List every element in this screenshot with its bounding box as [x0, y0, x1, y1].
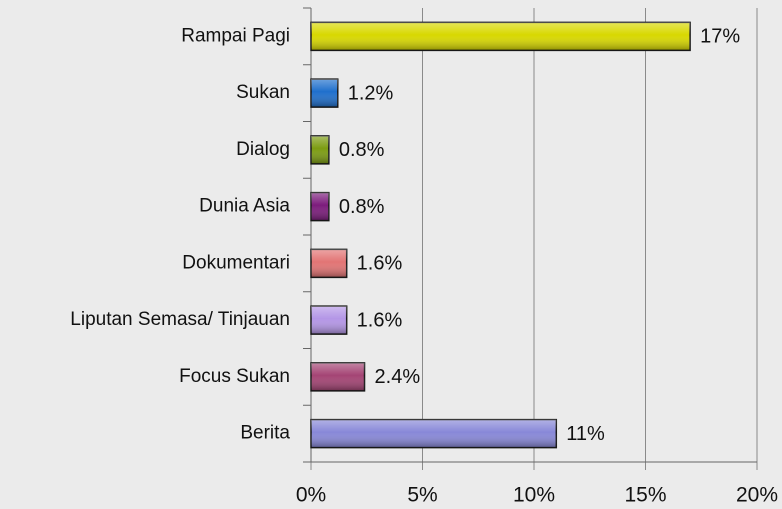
x-tick-label: 15% — [624, 484, 666, 507]
bar-shade — [311, 79, 338, 108]
value-label: 0.8% — [339, 196, 385, 218]
bar-shade — [311, 362, 365, 391]
y-tick-label: Dokumentari — [182, 252, 290, 273]
bar-shade — [311, 22, 691, 51]
y-tick-label: Sukan — [236, 82, 290, 103]
bar-shade — [311, 419, 557, 448]
value-label: 2.4% — [375, 366, 421, 388]
y-tick-label: Berita — [240, 423, 290, 444]
value-label: 17% — [700, 26, 740, 48]
y-tick-label: Dialog — [236, 139, 290, 160]
bar-shade — [311, 306, 347, 335]
y-tick-label: Rampai Pagi — [181, 25, 290, 46]
x-tick-label: 0% — [296, 484, 326, 507]
value-label: 1.2% — [348, 82, 394, 104]
y-tick-label: Focus Sukan — [179, 366, 290, 387]
y-tick-label: Liputan Semasa/ Tinjauan — [70, 309, 290, 330]
x-tick-label: 5% — [407, 484, 437, 507]
value-label: 1.6% — [357, 253, 403, 275]
bar-shade — [311, 135, 329, 164]
x-tick-label: 10% — [513, 484, 555, 507]
value-label: 0.8% — [339, 139, 385, 161]
bar-shade — [311, 249, 347, 278]
value-label: 11% — [566, 423, 605, 445]
y-tick-label: Dunia Asia — [199, 196, 290, 217]
x-tick-label: 20% — [736, 484, 778, 507]
bar-shade — [311, 192, 329, 221]
value-label: 1.6% — [357, 309, 403, 331]
